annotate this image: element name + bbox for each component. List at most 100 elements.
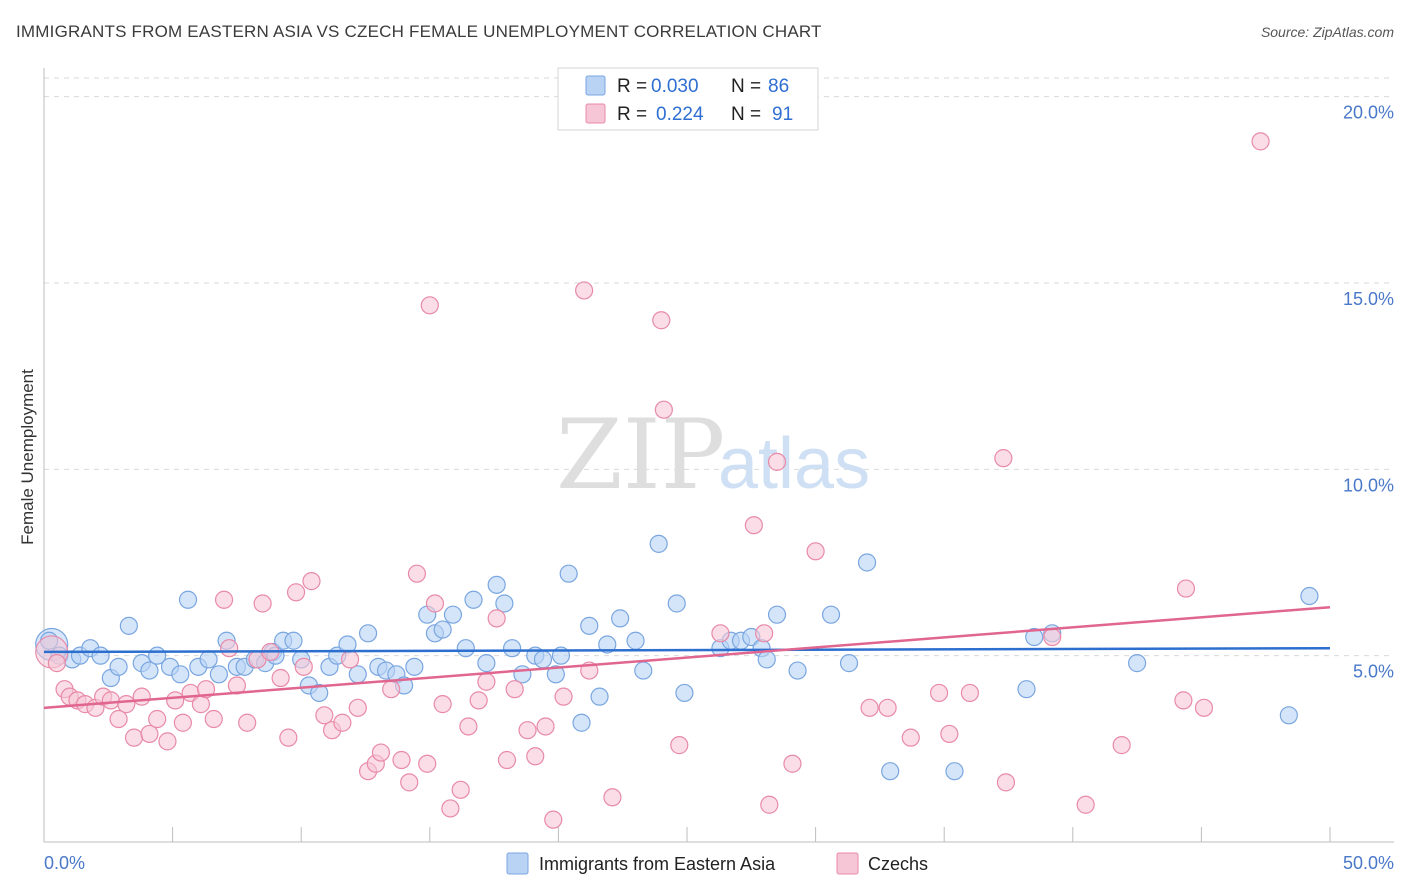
point-eastern-asia (634, 661, 653, 680)
point-eastern-asia (171, 665, 190, 684)
point-czechs (929, 683, 949, 703)
watermark-zip: ZIP (556, 399, 725, 511)
point-czechs (348, 698, 367, 717)
stats-legend: R = 0.030 N = 86 R = 0.224 N = 91 (557, 67, 819, 131)
watermark-atlas: atlas (718, 424, 870, 504)
point-eastern-asia (580, 616, 599, 635)
point-czechs (860, 698, 879, 717)
point-czechs (166, 691, 185, 710)
point-eastern-asia (611, 609, 630, 628)
y-tick-label: 5.0% (1353, 662, 1394, 682)
trend-line-czechs (43, 605, 1331, 710)
point-eastern-asia (533, 650, 553, 669)
point-eastern-asia (598, 635, 617, 654)
point-czechs (382, 680, 401, 699)
point-eastern-asia (348, 665, 367, 684)
point-eastern-asia (140, 661, 159, 680)
point-czechs (196, 680, 216, 699)
point-czechs (220, 639, 239, 658)
point-eastern-asia (405, 657, 424, 676)
point-czechs (132, 687, 151, 706)
legend-swatch-pink (585, 103, 606, 124)
point-czechs (286, 583, 306, 602)
point-czechs (101, 691, 120, 710)
point-czechs (294, 657, 313, 676)
point-czechs (603, 788, 622, 807)
point-eastern-asia (433, 620, 452, 639)
point-eastern-asia (821, 605, 841, 624)
point-czechs (140, 724, 159, 744)
y-tick-labels: 5.0% 10.0% 15.0% 20.0% (1343, 103, 1394, 682)
point-eastern-asia (178, 590, 198, 609)
point-czechs (109, 709, 128, 729)
point-eastern-asia (456, 639, 475, 658)
point-eastern-asia (503, 639, 522, 658)
legend-n-label-pink: N = (731, 104, 761, 125)
point-eastern-asia (945, 762, 964, 781)
point-eastern-asia (667, 594, 686, 613)
point-czechs (518, 721, 537, 740)
point-czechs (441, 799, 460, 818)
point-czechs (214, 590, 234, 609)
point-czechs (315, 706, 334, 725)
point-czechs (469, 691, 488, 710)
legend-n-value-blue: 86 (768, 76, 789, 97)
watermark: ZIP atlas (556, 399, 870, 511)
point-eastern-asia (1300, 586, 1319, 606)
point-eastern-asia (119, 616, 138, 635)
legend-r-value-blue: 0.030 (651, 76, 699, 97)
point-czechs (670, 736, 689, 755)
y-tick-label: 20.0% (1343, 103, 1394, 123)
chart-title: IMMIGRANTS FROM EASTERN ASIA VS CZECH FE… (16, 22, 822, 41)
point-eastern-asia (757, 650, 776, 669)
point-eastern-asia (857, 553, 877, 572)
point-eastern-asia (91, 646, 110, 665)
point-eastern-asia (1017, 680, 1036, 699)
point-czechs (47, 654, 66, 673)
axes (43, 68, 1394, 843)
point-czechs (459, 717, 478, 736)
series-czechs-points (35, 132, 1270, 829)
point-eastern-asia (1279, 706, 1298, 725)
point-czechs (425, 594, 445, 613)
point-eastern-asia (546, 665, 565, 684)
point-czechs (124, 728, 144, 747)
point-czechs (960, 683, 980, 703)
point-czechs (418, 754, 437, 773)
point-eastern-asia (358, 624, 378, 643)
point-czechs (767, 452, 787, 471)
series-legend: Immigrants from Eastern Asia Czechs (506, 852, 928, 875)
point-eastern-asia (590, 687, 609, 706)
point-czechs (279, 728, 298, 747)
point-czechs (1251, 132, 1270, 151)
chart-source: Source: ZipAtlas.com (1260, 24, 1394, 40)
point-czechs (420, 296, 439, 315)
point-czechs (117, 695, 136, 714)
point-czechs (497, 750, 517, 770)
legend-swatch-blue (585, 75, 606, 96)
point-eastern-asia (559, 564, 578, 583)
point-czechs (783, 754, 802, 773)
legend-n-value-pink: 91 (772, 104, 793, 125)
point-czechs (575, 281, 594, 300)
point-eastern-asia (284, 631, 303, 650)
grid-lines (44, 77, 1394, 657)
x-tick-label-min: 0.0% (44, 853, 85, 873)
point-czechs (1194, 698, 1214, 717)
point-czechs (554, 687, 573, 706)
point-czechs (253, 594, 272, 613)
point-czechs (407, 564, 427, 583)
point-eastern-asia (443, 605, 463, 624)
point-czechs (392, 750, 411, 770)
point-eastern-asia (464, 590, 483, 609)
point-czechs (654, 400, 673, 419)
bottom-legend-label-pink: Czechs (868, 854, 928, 874)
point-czechs (371, 743, 391, 762)
point-czechs (1112, 736, 1131, 755)
point-czechs (148, 709, 167, 729)
point-czechs (340, 650, 360, 669)
point-czechs (806, 542, 825, 561)
legend-r-value-pink: 0.224 (656, 104, 704, 125)
